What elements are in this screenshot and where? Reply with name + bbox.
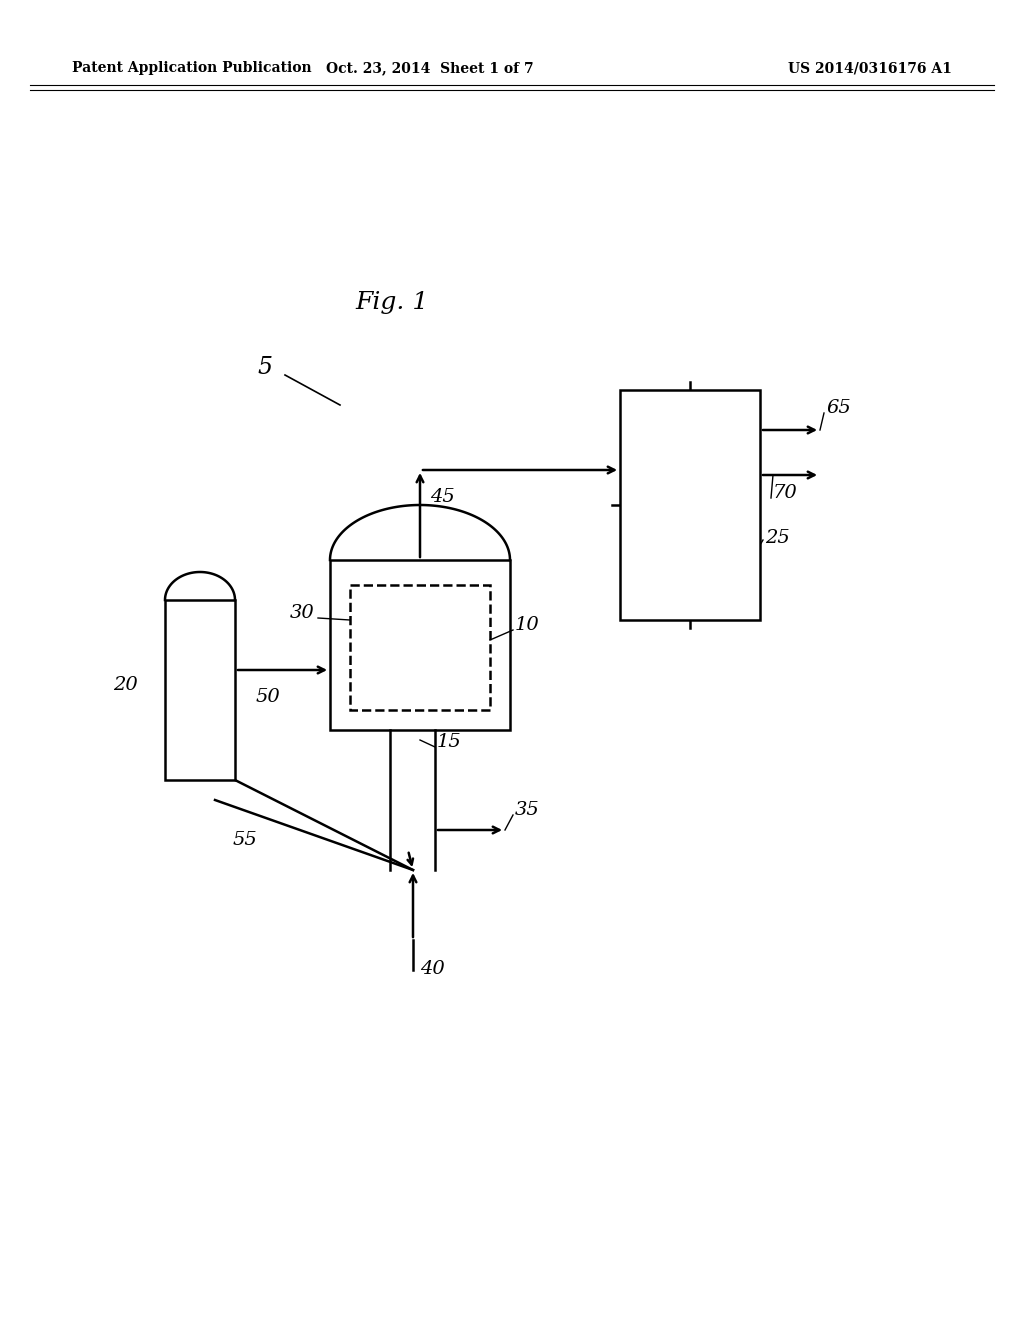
Text: 40: 40 [420,960,444,978]
Bar [165,601,234,780]
Text: 45: 45 [430,488,455,506]
Text: Fig. 1: Fig. 1 [355,292,428,314]
Text: Patent Application Publication: Patent Application Publication [72,61,311,75]
Text: 70: 70 [773,484,798,502]
Text: Oct. 23, 2014  Sheet 1 of 7: Oct. 23, 2014 Sheet 1 of 7 [327,61,534,75]
Text: 20: 20 [114,676,138,694]
Text: 65: 65 [826,399,851,417]
Text: 35: 35 [515,801,540,818]
Text: 50: 50 [256,688,281,706]
Text: 25: 25 [765,529,790,546]
Text: 55: 55 [232,832,257,849]
Text: 15: 15 [437,733,462,751]
Text: 30: 30 [290,605,315,622]
Bar [350,585,490,710]
Bar [620,389,760,620]
Text: 10: 10 [515,616,540,634]
Bar [330,560,510,730]
Text: 5: 5 [257,356,272,380]
Text: US 2014/0316176 A1: US 2014/0316176 A1 [788,61,952,75]
